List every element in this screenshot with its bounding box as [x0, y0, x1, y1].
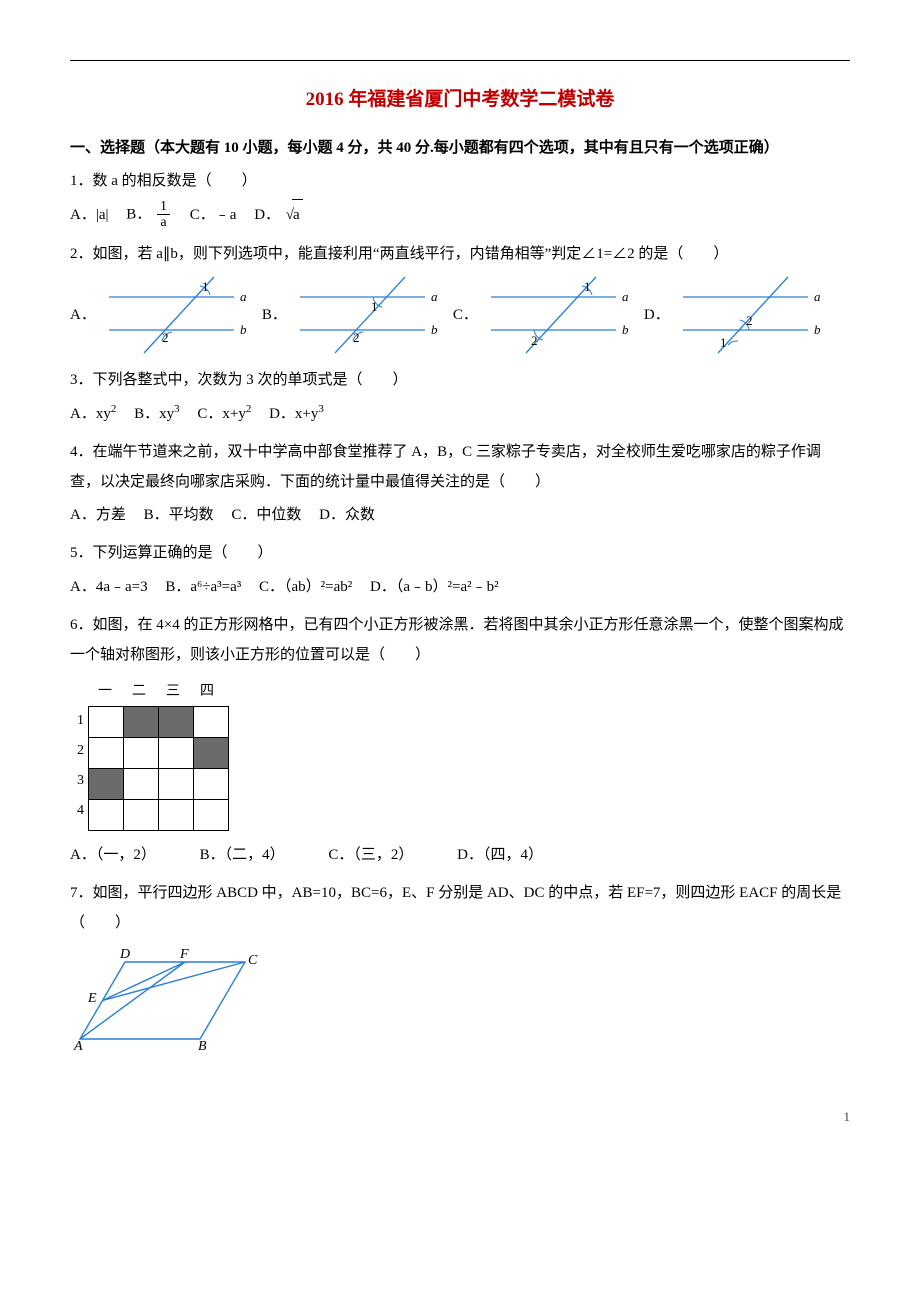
q6-grid — [88, 706, 229, 831]
q2-stem: 2．如图，若 a∥b，则下列选项中，能直接利用“两直线平行，内错角相等”判定∠1… — [70, 239, 850, 269]
svg-text:B: B — [198, 1039, 207, 1054]
q2-label-c: C． — [453, 300, 478, 330]
q1-d-rad: a — [292, 199, 303, 230]
q4-opt-a: A．方差 — [70, 500, 126, 530]
q4-stem: 4．在端午节道来之前，双十中学高中部食堂推荐了 A，B，C 三家粽子专卖店，对全… — [70, 437, 850, 497]
q6-stem: 6．如图，在 4×4 的正方形网格中，已有四个小正方形被涂黑．若将图中其余小正方… — [70, 610, 850, 670]
q1-b-den: a — [157, 215, 170, 230]
q4-options: A．方差 B．平均数 C．中位数 D．众数 — [70, 500, 850, 531]
page-number: 1 — [70, 1104, 850, 1130]
q2-fig-c: 1 2 a b — [486, 275, 636, 355]
q6-opt-d: D．（四，4） — [457, 840, 543, 870]
q2-fig-b: 1 2 a b — [295, 275, 445, 355]
q7-stem: 7．如图，平行四边形 ABCD 中，AB=10，BC=6，E、F 分别是 AD、… — [70, 878, 850, 938]
page-title: 2016 年福建省厦门中考数学二模试卷 — [70, 81, 850, 119]
q4-opt-b: B．平均数 — [144, 500, 214, 530]
svg-text:C: C — [248, 953, 258, 968]
q3-stem: 3．下列各整式中，次数为 3 次的单项式是（ ） — [70, 365, 850, 395]
svg-text:A: A — [73, 1039, 83, 1054]
svg-text:1: 1 — [202, 279, 209, 294]
svg-text:F: F — [179, 947, 189, 962]
q6-opt-c: C．（三，2） — [328, 840, 413, 870]
q4-opt-c: C．中位数 — [231, 500, 301, 530]
q6-figure: 一二三四 1234 — [70, 678, 850, 831]
fraction-icon: 1 a — [157, 199, 170, 231]
svg-text:a: a — [431, 289, 438, 304]
q6-col-labels: 一二三四 — [88, 678, 850, 706]
sqrt-icon: a — [284, 199, 303, 230]
q1-b-prefix: B． — [126, 206, 151, 222]
q5-opt-d: D．（a﹣b）²=a²﹣b² — [370, 572, 499, 602]
q1-options: A．|a| B． 1 a C．﹣a D． a — [70, 199, 850, 231]
q1-opt-b: B． 1 a — [126, 199, 172, 231]
q6-opt-a: A．（一，2） — [70, 840, 156, 870]
q1-opt-d: D． a — [254, 199, 303, 230]
svg-text:b: b — [622, 322, 629, 337]
q5-options: A．4a﹣a=3 B．a⁶÷a³=a³ C．（ab）²=ab² D．（a﹣b）²… — [70, 571, 850, 602]
svg-text:a: a — [240, 289, 247, 304]
svg-text:2: 2 — [531, 333, 538, 348]
svg-text:E: E — [87, 991, 97, 1006]
q7-figure: A B C D E F — [70, 944, 850, 1054]
svg-text:1: 1 — [720, 335, 727, 350]
svg-text:b: b — [814, 322, 821, 337]
q3-options: A．xy2 B．xy3 C．x+y2 D．x+y3 — [70, 398, 850, 429]
svg-text:a: a — [814, 289, 821, 304]
svg-text:2: 2 — [162, 330, 169, 345]
q6-options: A．（一，2） B．（二，4） C．（三，2） D．（四，4） — [70, 839, 850, 870]
q2-label-d: D． — [644, 300, 670, 330]
q1-d-prefix: D． — [254, 207, 280, 223]
q5-opt-c: C．（ab）²=ab² — [259, 572, 352, 602]
top-rule — [70, 60, 850, 61]
svg-text:a: a — [622, 289, 629, 304]
svg-text:2: 2 — [746, 313, 753, 328]
q1-opt-c: C．﹣a — [190, 200, 237, 230]
q4-opt-d: D．众数 — [319, 500, 375, 530]
svg-text:1: 1 — [371, 299, 378, 314]
q1-b-num: 1 — [157, 199, 170, 215]
q3-opt-c: C．x+y2 — [197, 398, 251, 429]
q5-stem: 5．下列运算正确的是（ ） — [70, 538, 850, 568]
q2-fig-d: 2 1 a b — [678, 275, 828, 355]
svg-text:2: 2 — [353, 330, 360, 345]
section-heading: 一、选择题（本大题有 10 小题，每小题 4 分，共 40 分.每小题都有四个选… — [70, 133, 850, 163]
q2-figure-row: A． 1 2 a b B． 1 2 a b C． — [70, 275, 850, 355]
q3-opt-b: B．xy3 — [134, 398, 180, 429]
svg-text:D: D — [119, 947, 130, 962]
q6-row-labels: 1234 — [70, 706, 84, 826]
q2-fig-a: 1 2 a b — [104, 275, 254, 355]
svg-text:b: b — [431, 322, 438, 337]
q2-label-b: B． — [262, 300, 287, 330]
q3-opt-a: A．xy2 — [70, 398, 116, 429]
svg-text:b: b — [240, 322, 247, 337]
q1-opt-a: A．|a| — [70, 200, 109, 230]
q2-label-a: A． — [70, 300, 96, 330]
q6-opt-b: B．（二，4） — [200, 840, 285, 870]
svg-text:1: 1 — [584, 279, 591, 294]
q5-opt-a: A．4a﹣a=3 — [70, 572, 148, 602]
q3-opt-d: D．x+y3 — [269, 398, 324, 429]
q5-opt-b: B．a⁶÷a³=a³ — [165, 572, 241, 602]
q1-stem: 1．数 a 的相反数是（ ） — [70, 166, 850, 196]
